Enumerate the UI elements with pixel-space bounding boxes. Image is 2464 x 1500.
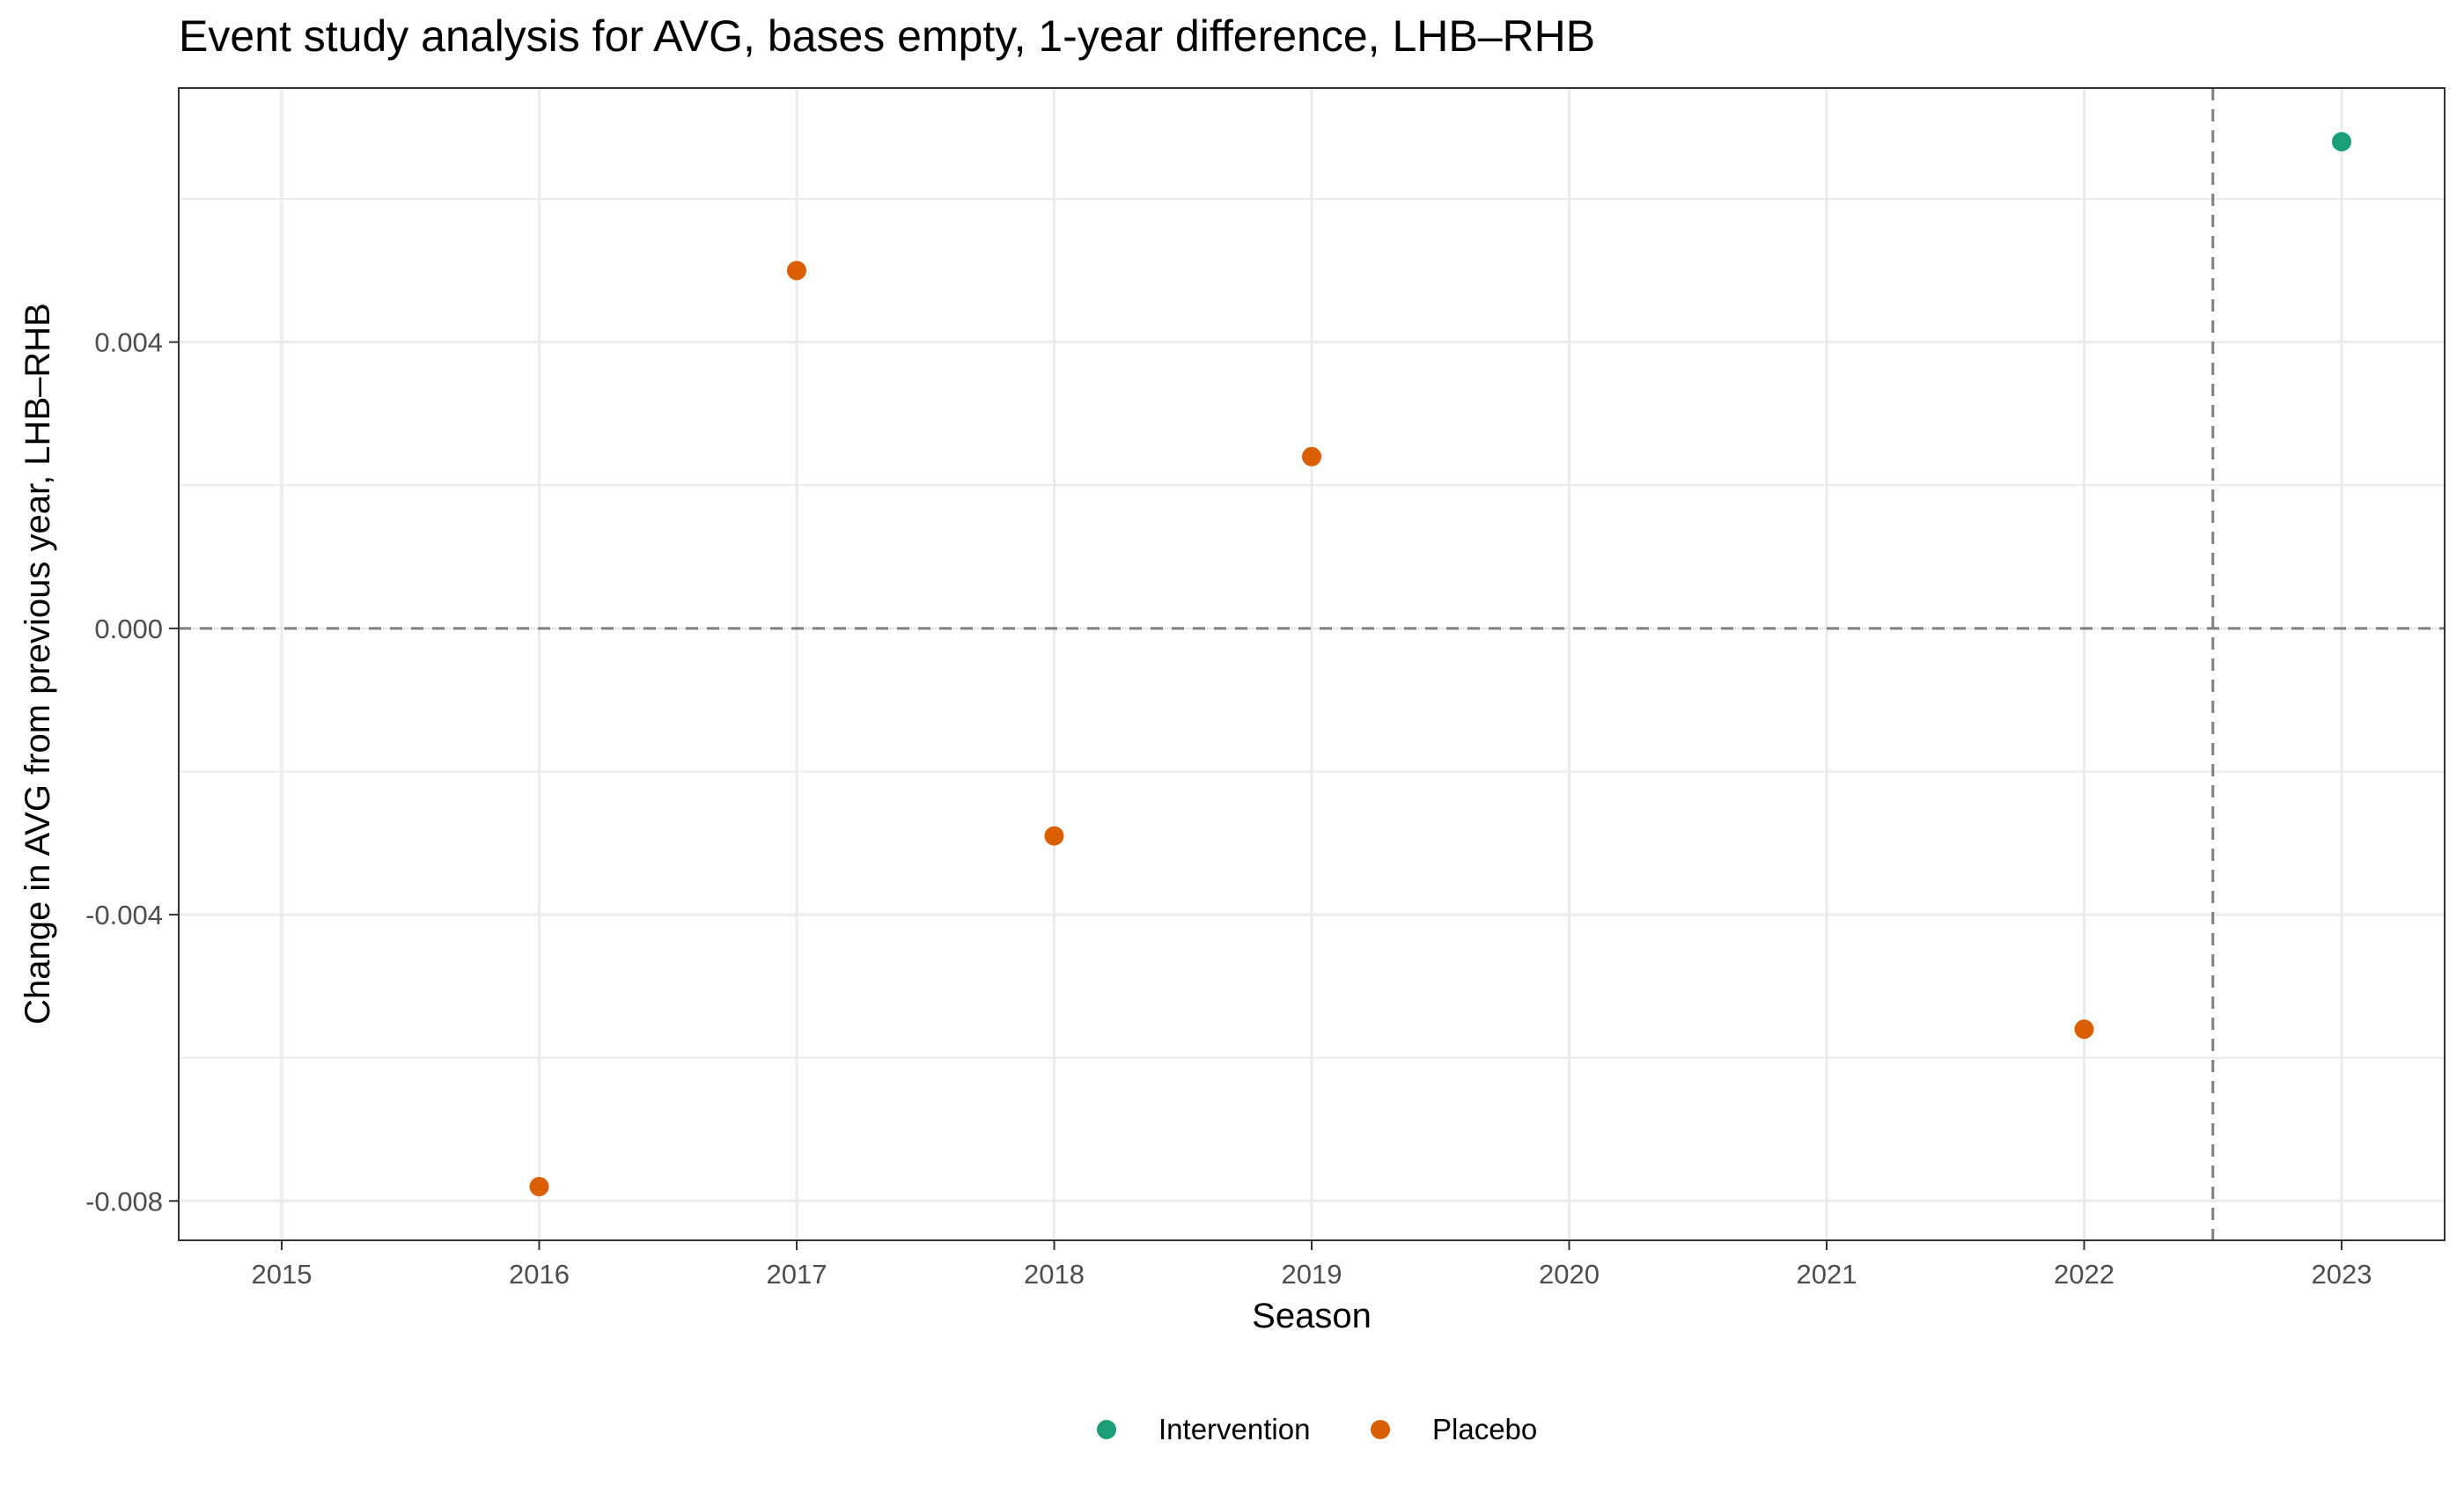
data-point-placebo (787, 261, 806, 281)
y-tick-label: 0.000 (94, 614, 163, 644)
legend-label-intervention: Intervention (1158, 1413, 1310, 1445)
x-tick-label: 2021 (1797, 1259, 1857, 1290)
data-points (529, 131, 2351, 1197)
legend-key-intervention (1097, 1420, 1116, 1439)
x-tick-label: 2017 (767, 1259, 827, 1290)
x-tick-label: 2019 (1282, 1259, 1342, 1290)
x-tick-label: 2016 (509, 1259, 570, 1290)
data-point-placebo (1302, 446, 1321, 467)
x-tick-label: 2022 (2054, 1259, 2115, 1290)
x-tick-label: 2018 (1024, 1259, 1085, 1290)
y-axis-ticks: -0.008 -0.004 0.000 0.004 (85, 327, 179, 1217)
y-tick-label: -0.008 (85, 1186, 163, 1217)
legend-key-placebo (1371, 1420, 1390, 1439)
reference-lines (179, 88, 2445, 1240)
data-point-placebo (1044, 826, 1064, 846)
legend: Intervention Placebo (1097, 1413, 1537, 1445)
legend-label-placebo: Placebo (1432, 1413, 1537, 1445)
data-point-placebo (529, 1177, 549, 1197)
x-axis-label: Season (1252, 1297, 1372, 1335)
chart-title: Event study analysis for AVG, bases empt… (179, 11, 1595, 61)
x-axis-ticks: 2015 2016 2017 2018 2019 2020 2021 2022 2023 (252, 1240, 2372, 1290)
y-tick-label: 0.004 (94, 327, 163, 358)
grid-major (179, 88, 2445, 1240)
x-tick-label: 2015 (252, 1259, 313, 1290)
data-point-intervention (2332, 131, 2351, 151)
y-axis-label: Change in AVG from previous year, LHB–RH… (18, 303, 57, 1025)
x-tick-label: 2020 (1539, 1259, 1600, 1290)
x-tick-label: 2023 (2312, 1259, 2372, 1290)
data-point-placebo (2074, 1019, 2094, 1040)
y-tick-label: -0.004 (85, 900, 163, 930)
